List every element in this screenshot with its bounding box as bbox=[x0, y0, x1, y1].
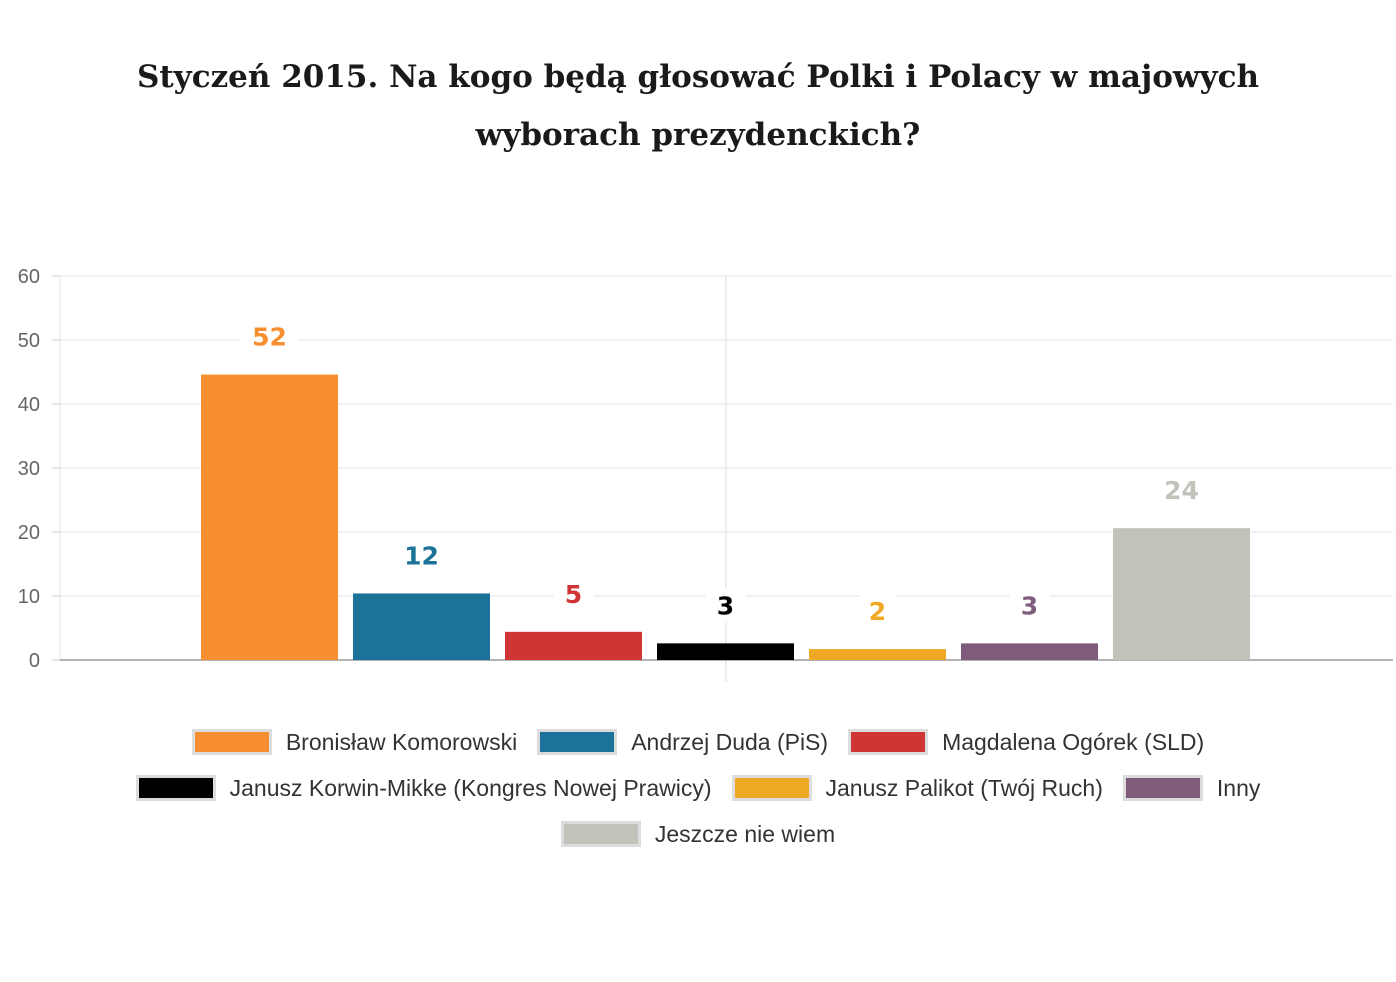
legend-swatch bbox=[537, 729, 618, 755]
data-label-box bbox=[1152, 473, 1211, 508]
data-label-box bbox=[240, 319, 299, 354]
y-tick-label: 0 bbox=[29, 650, 40, 672]
legend-swatch bbox=[191, 729, 272, 755]
data-label: 3 bbox=[717, 591, 734, 620]
bars bbox=[201, 374, 1250, 660]
data-label: 52 bbox=[252, 323, 287, 352]
bar bbox=[201, 374, 338, 660]
legend-label: Jeszcze nie wiem bbox=[654, 820, 836, 847]
data-label-box bbox=[857, 594, 898, 629]
data-label: 24 bbox=[1164, 476, 1199, 505]
y-tick-label: 10 bbox=[18, 586, 40, 608]
bar bbox=[657, 643, 794, 660]
legend-item[interactable]: Inny bbox=[1122, 772, 1261, 804]
data-label: 12 bbox=[404, 541, 439, 570]
legend-swatch bbox=[135, 775, 216, 801]
bar bbox=[809, 649, 946, 660]
legend-swatch bbox=[560, 821, 641, 847]
chart-title: Styczeń 2015. Na kogo będą głosować Polk… bbox=[136, 59, 1260, 153]
data-label-box bbox=[1009, 588, 1050, 623]
y-axis: 0 10 20 30 40 50 60 bbox=[18, 266, 40, 672]
data-label-box bbox=[553, 576, 594, 611]
legend-swatch bbox=[1122, 775, 1203, 801]
legend-label: Bronisław Komorowski bbox=[285, 728, 518, 755]
legend-swatch bbox=[731, 775, 812, 801]
bar bbox=[961, 643, 1098, 660]
y-tick-label: 50 bbox=[18, 330, 40, 352]
legend-item[interactable]: Jeszcze nie wiem bbox=[560, 818, 836, 850]
legend-item[interactable]: Bronisław Komorowski bbox=[191, 726, 518, 758]
data-label: 3 bbox=[1021, 591, 1038, 620]
legend-label: Janusz Palikot (Twój Ruch) bbox=[825, 774, 1103, 801]
y-tick-label: 20 bbox=[18, 522, 40, 544]
data-label: 2 bbox=[869, 597, 886, 626]
y-tick-label: 40 bbox=[18, 394, 40, 416]
bar bbox=[353, 593, 490, 660]
data-label-box bbox=[392, 538, 451, 573]
data-label-box bbox=[705, 588, 746, 623]
y-tick-label: 30 bbox=[18, 458, 40, 480]
legend-item[interactable]: Janusz Palikot (Twój Ruch) bbox=[731, 772, 1103, 804]
legend-label: Magdalena Ogórek (SLD) bbox=[942, 728, 1205, 755]
legend-item[interactable]: Andrzej Duda (PiS) bbox=[537, 726, 828, 758]
legend-item[interactable]: Janusz Korwin-Mikke (Kongres Nowej Prawi… bbox=[135, 772, 712, 804]
legend: Bronisław Komorowski Andrzej Duda (PiS) Ma… bbox=[40, 726, 1356, 850]
bar-chart: 0 10 20 30 40 50 60 52 12 5 3 2 3 24 bbox=[18, 266, 1393, 682]
legend-label: Inny bbox=[1216, 774, 1261, 801]
legend-item[interactable]: Magdalena Ogórek (SLD) bbox=[848, 726, 1204, 758]
bar bbox=[505, 631, 642, 660]
y-tick-label: 60 bbox=[18, 266, 40, 288]
legend-label: Janusz Korwin-Mikke (Kongres Nowej Prawi… bbox=[229, 774, 712, 801]
legend-label: Andrzej Duda (PiS) bbox=[631, 728, 829, 755]
data-label: 5 bbox=[565, 580, 582, 609]
data-labels: 52 12 5 3 2 3 24 bbox=[240, 319, 1211, 629]
legend-swatch bbox=[848, 729, 929, 755]
bar bbox=[1113, 528, 1250, 660]
